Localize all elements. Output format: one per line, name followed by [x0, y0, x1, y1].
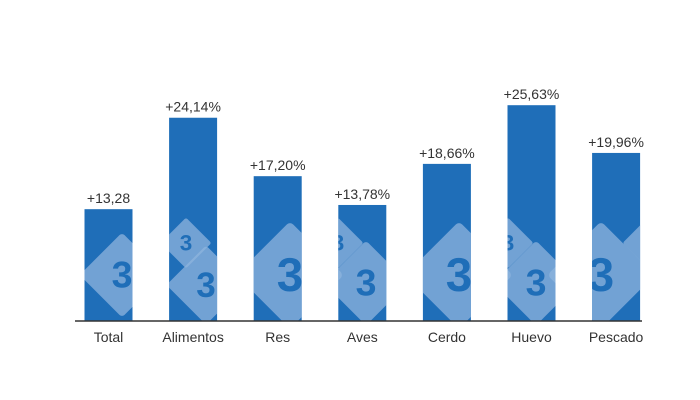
x-tick-label: Res [265, 329, 290, 345]
svg-text:3: 3 [642, 231, 655, 256]
data-label: +24,14% [165, 99, 221, 115]
svg-text:3: 3 [502, 231, 515, 256]
svg-text:3: 3 [277, 249, 303, 302]
data-label: +25,63% [504, 86, 560, 102]
watermark-logo: 3 [495, 242, 577, 321]
data-label: +18,66% [419, 145, 475, 161]
watermark-logo: 3 [325, 242, 407, 321]
x-tick-label: Aves [347, 329, 378, 345]
svg-text:3: 3 [356, 262, 377, 304]
x-tick-label: Pescado [589, 329, 644, 345]
watermark-logo: 3 [238, 223, 342, 321]
svg-text:3: 3 [588, 249, 614, 302]
data-labels-group: +13,28 +24,14% +17,20% +13,78% +18,66% +25,63… [87, 86, 644, 206]
svg-text:3: 3 [332, 231, 345, 256]
x-tick-label: Alimentos [162, 329, 223, 345]
svg-text:3: 3 [112, 254, 133, 296]
tick-labels-group: Total Alimentos Res Aves Cerdo Huevo Pescado [94, 329, 644, 345]
data-label: +13,78% [334, 186, 390, 202]
data-label: +19,96% [588, 134, 644, 150]
x-tick-label: Cerdo [428, 329, 466, 345]
data-label: +13,28 [87, 190, 130, 206]
watermark-logo: 3 [623, 218, 655, 268]
x-tick-label: Total [94, 329, 124, 345]
svg-text:3: 3 [180, 231, 193, 256]
x-tick-label: Huevo [511, 329, 552, 345]
watermark-logo: 3 [407, 223, 511, 321]
svg-text:3: 3 [196, 266, 215, 305]
data-label: +17,20% [250, 157, 306, 173]
svg-text:3: 3 [446, 249, 472, 302]
svg-text:3: 3 [526, 262, 547, 304]
